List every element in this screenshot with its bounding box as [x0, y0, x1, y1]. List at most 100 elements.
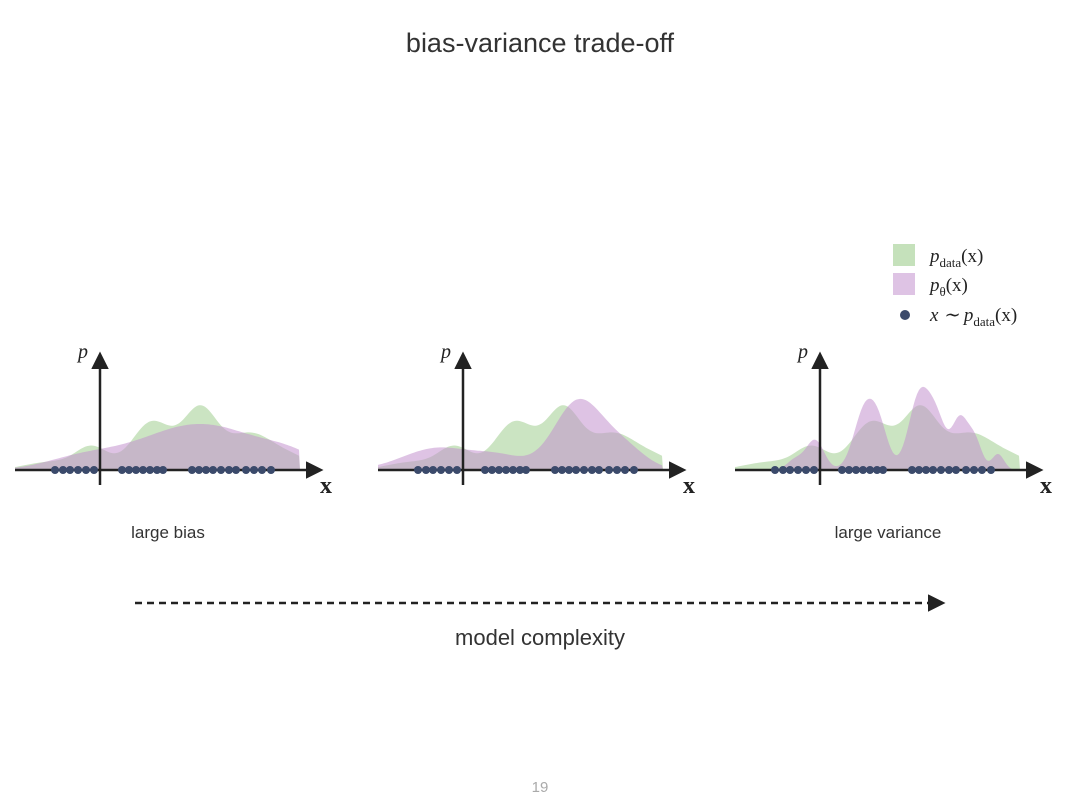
sample-dot: [217, 466, 225, 474]
sample-dot: [188, 466, 196, 474]
legend-main: p: [928, 275, 940, 296]
sample-dot: [445, 466, 453, 474]
sample-dot: [595, 466, 603, 474]
sample-dot: [621, 466, 629, 474]
sample-dot: [153, 466, 161, 474]
sample-dot: [929, 466, 937, 474]
y-label: p: [439, 341, 451, 363]
sample-dot: [945, 466, 953, 474]
sample-dot: [146, 466, 154, 474]
x-label: x: [683, 473, 695, 499]
sample-dot: [437, 466, 445, 474]
sample-dot: [267, 466, 275, 474]
legend-dot: [900, 310, 910, 320]
sample-dot: [802, 466, 810, 474]
sample-dot: [453, 466, 461, 474]
x-label: x: [1040, 473, 1052, 499]
sample-dot: [588, 466, 596, 474]
sample-dot: [810, 466, 818, 474]
sample-dot: [66, 466, 74, 474]
sample-dot: [132, 466, 140, 474]
sample-dot: [195, 466, 203, 474]
legend: pdata(x)pθ(x)x ∼ pdata(x): [893, 244, 1017, 329]
model-density: [15, 424, 300, 470]
title: bias-variance trade-off: [406, 28, 675, 58]
sample-dot: [509, 466, 517, 474]
sample-dot: [502, 466, 510, 474]
legend-sub: data: [973, 314, 995, 329]
y-label: p: [796, 341, 808, 363]
sample-dot: [866, 466, 874, 474]
sample-dot: [516, 466, 524, 474]
sample-dot: [202, 466, 210, 474]
sample-dot: [978, 466, 986, 474]
sample-dot: [838, 466, 846, 474]
sample-dot: [422, 466, 430, 474]
sample-dot: [429, 466, 437, 474]
sample-dot: [786, 466, 794, 474]
sample-dot: [250, 466, 258, 474]
sample-dot: [970, 466, 978, 474]
sample-dot: [915, 466, 923, 474]
legend-label: x ∼ pdata(x): [929, 305, 1017, 329]
legend-sub: data: [940, 255, 962, 270]
legend-sub: θ: [940, 284, 946, 299]
sample-dot: [414, 466, 422, 474]
sample-dot: [51, 466, 59, 474]
sample-dot: [852, 466, 860, 474]
sample-dot: [118, 466, 126, 474]
sample-dot: [859, 466, 867, 474]
sample-dot: [922, 466, 930, 474]
panels: p x large bias p x p x large variance: [15, 341, 1052, 542]
sample-dot: [572, 466, 580, 474]
legend-label: pdata(x): [928, 246, 983, 270]
legend-main: x ∼ p: [929, 305, 973, 326]
legend-label: pθ(x): [928, 275, 968, 299]
sample-dot: [125, 466, 133, 474]
sample-dot: [771, 466, 779, 474]
model-density: [378, 398, 663, 470]
sample-dot: [565, 466, 573, 474]
sample-dot: [481, 466, 489, 474]
sample-dot: [845, 466, 853, 474]
legend-tail: (x): [995, 305, 1017, 326]
legend-swatch: [893, 273, 915, 295]
sample-dot: [551, 466, 559, 474]
sample-dot: [962, 466, 970, 474]
sample-dot: [59, 466, 67, 474]
caption: large bias: [131, 523, 205, 542]
sample-dot: [495, 466, 503, 474]
caption: large variance: [835, 523, 942, 542]
sample-dot: [794, 466, 802, 474]
legend-tail: (x): [961, 246, 983, 267]
sample-dot: [613, 466, 621, 474]
legend-main: p: [928, 246, 940, 267]
sample-dot: [258, 466, 266, 474]
x-label: x: [320, 473, 332, 499]
arrow-label: model complexity: [455, 625, 625, 650]
sample-dot: [74, 466, 82, 474]
sample-dot: [488, 466, 496, 474]
page-number: 19: [532, 779, 549, 796]
sample-dot: [952, 466, 960, 474]
legend-tail: (x): [946, 275, 968, 296]
sample-dot: [242, 466, 250, 474]
sample-dot: [232, 466, 240, 474]
sample-dot: [225, 466, 233, 474]
sample-dot: [879, 466, 887, 474]
sample-dot: [159, 466, 167, 474]
sample-dot: [558, 466, 566, 474]
sample-dot: [873, 466, 881, 474]
sample-dot: [605, 466, 613, 474]
model-density: [735, 386, 1020, 470]
sample-dot: [82, 466, 90, 474]
sample-dot: [937, 466, 945, 474]
sample-dot: [630, 466, 638, 474]
sample-dot: [522, 466, 530, 474]
sample-dot: [908, 466, 916, 474]
sample-dot: [580, 466, 588, 474]
sample-dot: [779, 466, 787, 474]
y-label: p: [76, 341, 88, 363]
sample-dot: [209, 466, 217, 474]
